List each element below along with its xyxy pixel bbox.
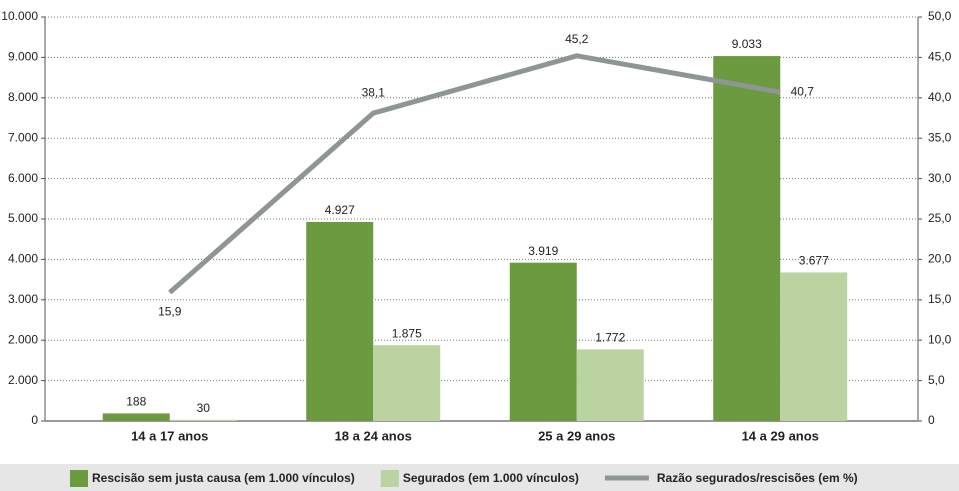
y-tick-label: 10.000: [1, 9, 38, 23]
y-tick-label: 0: [31, 413, 38, 427]
y-tick-label: 8.000: [8, 90, 38, 104]
y-tick-label: 3.000: [8, 292, 38, 306]
data-label: 1.875: [392, 326, 422, 340]
y-tick-label: 4.000: [8, 252, 38, 266]
y2-tick-label: 30,0: [928, 171, 952, 185]
legend-label: Razão segurados/rescisões (em %): [657, 471, 858, 485]
data-label: 38,1: [362, 85, 386, 99]
y2-tick-label: 15,0: [928, 292, 952, 306]
bar: [713, 56, 781, 421]
x-tick-label: 14 a 17 anos: [131, 428, 208, 443]
y2-tick-label: 40,0: [928, 90, 952, 104]
data-label: 3.919: [528, 244, 558, 258]
legend-background: [0, 464, 959, 491]
data-label: 30: [197, 401, 211, 415]
legend-swatch: [70, 470, 88, 487]
y-tick-label: 5.000: [8, 211, 38, 225]
bar: [306, 221, 374, 421]
y-tick-label: 6.000: [8, 171, 38, 185]
data-label: 9.033: [732, 37, 762, 51]
y2-tick-label: 45,0: [928, 50, 952, 64]
data-label: 4.927: [325, 203, 355, 217]
y2-tick-label: 10,0: [928, 332, 952, 346]
legend-label: Rescisão sem justa causa (em 1.000 víncu…: [92, 471, 355, 485]
bar: [509, 262, 577, 421]
y-tick-label: 2.000: [8, 373, 38, 387]
data-label: 1.772: [595, 331, 625, 345]
y2-tick-label: 5,0: [928, 373, 945, 387]
bar: [576, 349, 644, 421]
y2-tick-label: 50,0: [928, 9, 952, 23]
y2-tick-label: 0: [928, 413, 935, 427]
bar: [780, 272, 848, 421]
y2-tick-label: 20,0: [928, 252, 952, 266]
bar: [373, 345, 441, 421]
y-tick-label: 7.000: [8, 130, 38, 144]
line: [168, 53, 781, 295]
data-label: 45,2: [565, 32, 589, 46]
data-label: 3.677: [799, 254, 829, 268]
data-label: 40,7: [791, 84, 815, 98]
y2-tick-label: 25,0: [928, 211, 952, 225]
data-label: 188: [126, 395, 146, 409]
x-tick-label: 14 a 29 anos: [742, 428, 819, 443]
y-tick-label: 2.000: [8, 332, 38, 346]
x-tick-label: 25 a 29 anos: [538, 428, 615, 443]
data-label: 15,9: [158, 305, 182, 319]
legend-swatch: [380, 470, 399, 487]
bar: [169, 419, 237, 421]
legend-label: Segurados (em 1.000 vínculos): [403, 471, 579, 485]
x-tick-label: 18 a 24 anos: [335, 428, 412, 443]
y2-tick-label: 35,0: [928, 130, 952, 144]
bar: [102, 413, 170, 421]
y-tick-label: 9.000: [8, 50, 38, 64]
